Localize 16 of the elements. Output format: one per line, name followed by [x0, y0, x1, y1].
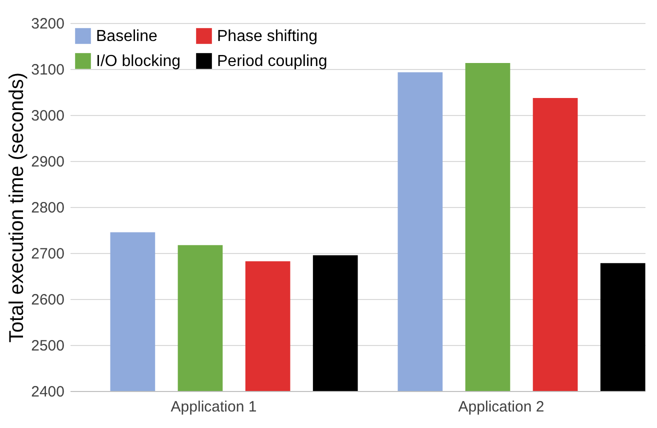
y-tick-label: 2500 [31, 338, 64, 354]
y-axis-title: Total execution time (seconds) [6, 72, 28, 343]
x-tick-label: Application 2 [458, 398, 544, 416]
y-tick-label: 3000 [31, 108, 64, 124]
y-tick-label: 2800 [31, 200, 64, 216]
legend-label: Phase shifting [217, 28, 318, 45]
y-tick-label: 2600 [31, 292, 64, 308]
y-tick-label: 3100 [31, 62, 64, 78]
x-tick-label: Application 1 [170, 398, 257, 416]
y-tick-label: 2900 [31, 154, 64, 170]
legend-label: Period coupling [217, 53, 328, 70]
y-tick-label: 2400 [31, 384, 64, 400]
legend-label: I/O blocking [96, 53, 180, 70]
legend-label: Baseline [96, 28, 158, 45]
y-tick-label: 3200 [31, 16, 64, 32]
y-tick-label: 2700 [31, 246, 64, 262]
